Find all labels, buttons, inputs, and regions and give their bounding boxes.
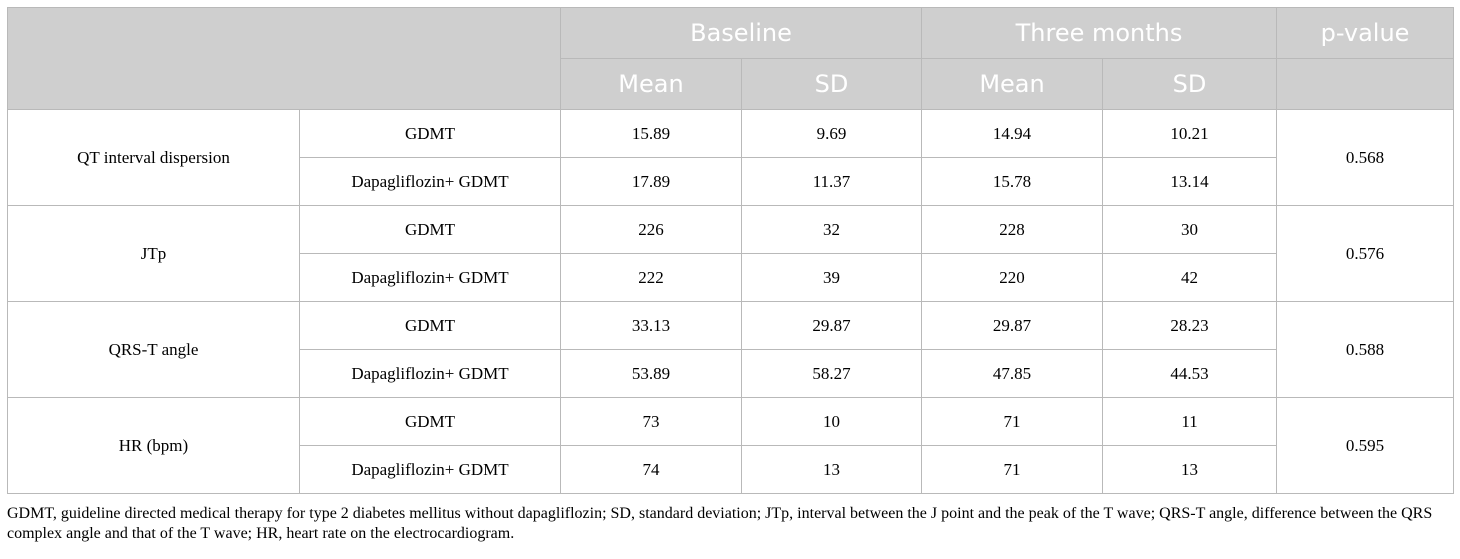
- three-months-sd-value: 10.21: [1102, 109, 1278, 158]
- measure-label: QT interval dispersion: [7, 109, 300, 206]
- table-row: QRS-T angle GDMT 33.13 29.87 29.87 28.23…: [7, 301, 1455, 398]
- three-months-mean-value: 29.87: [921, 301, 1104, 350]
- table-row: Dapagliflozin+ GDMT 222 39 220 42: [8, 253, 1454, 302]
- measure-label: QRS-T angle: [7, 301, 300, 398]
- three-months-mean-value: 15.78: [921, 157, 1104, 206]
- baseline-sd-value: 32: [740, 205, 923, 254]
- three-months-mean-value: 47.85: [921, 349, 1104, 398]
- baseline-mean-value: 17.89: [560, 157, 742, 206]
- baseline-mean-value: 226: [560, 205, 742, 254]
- header-p-value-blank: [1276, 58, 1455, 110]
- group-label: Dapagliflozin+ GDMT: [299, 253, 561, 302]
- header-row-2: Mean SD Mean SD: [8, 58, 1455, 110]
- header-p-value: p-value: [1276, 7, 1455, 59]
- baseline-mean-value: 15.89: [560, 109, 742, 158]
- baseline-sd-value: 9.69: [740, 109, 923, 158]
- p-value: 0.568: [1276, 109, 1455, 206]
- three-months-mean-value: 14.94: [921, 109, 1104, 158]
- table-row: QT interval dispersion GDMT 15.89 9.69 1…: [7, 109, 1455, 206]
- baseline-sd-value: 11.37: [740, 157, 923, 206]
- header-three-months: Three months: [921, 7, 1278, 59]
- three-months-sd-value: 28.23: [1102, 301, 1278, 350]
- header-blank-cell: [7, 7, 561, 110]
- baseline-sd-value: 10: [740, 397, 923, 446]
- baseline-mean-value: 74: [560, 445, 742, 494]
- table-row: Dapagliflozin+ GDMT 74 13 71 13: [8, 445, 1454, 494]
- baseline-sd-value: 39: [740, 253, 923, 302]
- p-value: 0.595: [1276, 397, 1455, 494]
- header-row-1: Baseline Three months p-value: [7, 7, 1455, 110]
- three-months-sd-value: 13: [1102, 445, 1278, 494]
- p-value: 0.576: [1276, 205, 1455, 302]
- baseline-mean-value: 73: [560, 397, 742, 446]
- table-footnote: GDMT, guideline directed medical therapy…: [7, 505, 1433, 542]
- table-row: JTp GDMT 226 32 228 30 0.576: [7, 205, 1455, 302]
- baseline-sd-value: 29.87: [740, 301, 923, 350]
- three-months-sd-value: 44.53: [1102, 349, 1278, 398]
- results-table: Baseline Three months p-value Mean SD Me…: [7, 7, 1455, 494]
- three-months-sd-value: 30: [1102, 205, 1278, 254]
- table-body: QT interval dispersion GDMT 15.89 9.69 1…: [7, 109, 1455, 494]
- table-header: Baseline Three months p-value Mean SD Me…: [7, 7, 1455, 110]
- header-three-months-sd: SD: [1102, 58, 1278, 110]
- three-months-mean-value: 71: [921, 445, 1104, 494]
- header-baseline-sd: SD: [740, 58, 923, 110]
- measure-label: JTp: [7, 205, 300, 302]
- three-months-mean-value: 220: [921, 253, 1104, 302]
- three-months-mean-value: 71: [921, 397, 1104, 446]
- group-label: GDMT: [299, 301, 561, 350]
- table-row: Dapagliflozin+ GDMT 17.89 11.37 15.78 13…: [8, 157, 1454, 206]
- p-value: 0.588: [1276, 301, 1455, 398]
- baseline-sd-value: 13: [740, 445, 923, 494]
- three-months-mean-value: 228: [921, 205, 1104, 254]
- baseline-mean-value: 33.13: [560, 301, 742, 350]
- three-months-sd-value: 42: [1102, 253, 1278, 302]
- header-three-months-mean: Mean: [921, 58, 1104, 110]
- table-container: Baseline Three months p-value Mean SD Me…: [7, 7, 1455, 544]
- table-row: Dapagliflozin+ GDMT 53.89 58.27 47.85 44…: [8, 349, 1454, 398]
- header-baseline: Baseline: [559, 7, 923, 59]
- group-label: Dapagliflozin+ GDMT: [299, 157, 561, 206]
- baseline-sd-value: 58.27: [740, 349, 923, 398]
- group-label: Dapagliflozin+ GDMT: [299, 349, 561, 398]
- three-months-sd-value: 13.14: [1102, 157, 1278, 206]
- group-label: GDMT: [299, 397, 561, 446]
- baseline-mean-value: 222: [560, 253, 742, 302]
- table-row: HR (bpm) GDMT 73 10 71 11 0.595: [7, 397, 1455, 494]
- group-label: Dapagliflozin+ GDMT: [299, 445, 561, 494]
- measure-label: HR (bpm): [7, 397, 300, 494]
- three-months-sd-value: 11: [1102, 397, 1278, 446]
- header-baseline-mean: Mean: [560, 58, 742, 110]
- group-label: GDMT: [299, 205, 561, 254]
- group-label: GDMT: [299, 109, 561, 158]
- baseline-mean-value: 53.89: [560, 349, 742, 398]
